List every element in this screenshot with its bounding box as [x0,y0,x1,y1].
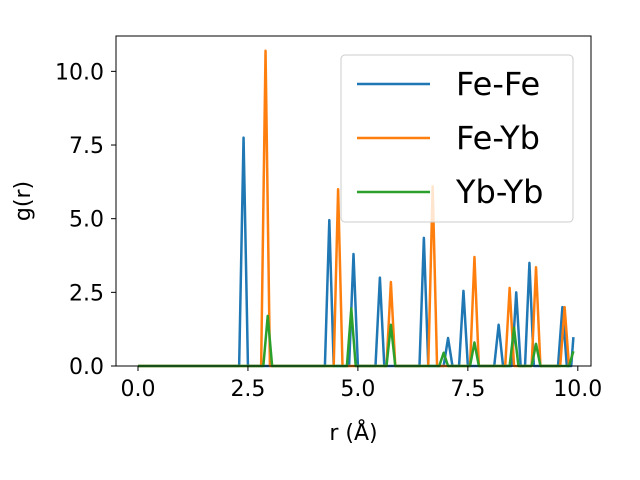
plot-frame [115,35,592,367]
y-tick-label: 0.0 [69,355,104,380]
x-tick-label: 0.0 [120,377,155,402]
legend-label: Fe-Fe [456,65,540,103]
y-tick-label: 5.0 [69,208,104,233]
x-axis-label: r (Å) [329,419,377,446]
x-axis: 0.0 2.5 5.0 7.5 10.0 [120,366,602,402]
y-tick-label: 7.5 [69,134,104,159]
x-tick-label: 7.5 [450,377,485,402]
legend-label: Yb-Yb [455,173,543,211]
x-tick-label: 2.5 [230,377,265,402]
y-axis: 0.0 2.5 5.0 7.5 10.0 [55,60,116,380]
x-tick-label: 10.0 [553,377,602,402]
legend-box [340,54,574,223]
x-tick-label: 5.0 [340,377,375,402]
series-line-fe-fe [137,136,575,368]
y-tick-label: 10.0 [55,60,104,85]
legend-label: Fe-Yb [456,119,540,157]
legend: Fe-Fe Fe-Yb Yb-Yb [340,54,574,223]
y-axis-label: g(r) [11,181,36,221]
y-tick-label: 2.5 [69,281,104,306]
